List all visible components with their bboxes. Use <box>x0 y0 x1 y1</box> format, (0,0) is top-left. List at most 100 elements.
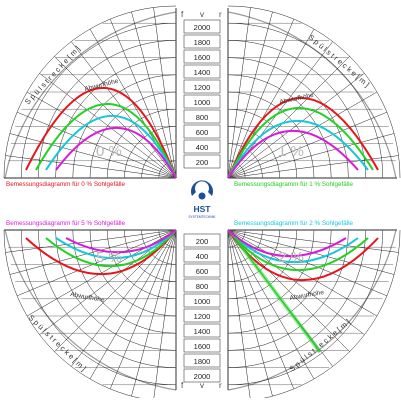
throw-curve-cyan <box>45 114 177 179</box>
grid-radial <box>227 229 251 401</box>
scale-value: 1600 <box>194 53 211 62</box>
grid-radial <box>16 229 177 297</box>
scale-value: 1800 <box>194 38 211 47</box>
grid-radial <box>5 155 177 179</box>
caption-2-percent: Bemessungsdiagramm für 2 % Sohlgefälle <box>234 220 353 227</box>
grid-radial <box>227 133 395 179</box>
grid-radial <box>131 11 177 179</box>
grid-top-right <box>227 5 401 179</box>
percent-label-0: 0 % <box>96 143 122 160</box>
grid-radial <box>71 229 177 367</box>
throw-curve-red <box>25 87 177 179</box>
grid-radial <box>131 229 177 397</box>
scale-cell <box>183 338 221 353</box>
axis-letter-v: v <box>200 10 204 19</box>
throw-curve-red <box>227 97 379 179</box>
scale-cell <box>183 233 221 248</box>
scale-cell <box>183 49 221 64</box>
grid-radial <box>227 7 251 179</box>
scale-cell <box>183 323 221 338</box>
scale-cell <box>183 64 221 79</box>
spuelstrecke-label-bl: S p ü l s t r e c k e [ m ] <box>27 313 88 373</box>
axis-lines <box>4 8 397 390</box>
scale-cell <box>183 19 221 34</box>
scale-value: 1400 <box>194 68 211 77</box>
grid-radial <box>227 229 315 380</box>
scale-value: 1600 <box>194 342 211 351</box>
scale-value: 2000 <box>194 372 211 381</box>
percent-label-1: 1 % <box>278 143 304 160</box>
throw-curve-cyan <box>55 229 177 259</box>
scale-cell <box>183 139 221 154</box>
throw-curve-cyan <box>227 229 359 264</box>
throw-curve-red <box>25 229 177 276</box>
throw-curve-green <box>45 229 177 268</box>
grid-radial <box>9 229 177 275</box>
center-scale-upper: 2000 1800 1600 1400 1200 1000 800 600 400 200 <box>183 19 221 169</box>
grid-radial <box>89 229 177 380</box>
scale-value: 1200 <box>194 312 211 321</box>
grid-radial <box>227 18 295 179</box>
scale-value: 400 <box>196 252 209 261</box>
grid-radial <box>5 229 177 253</box>
scale-value: 800 <box>196 113 209 122</box>
center-scale-lower: 200 400 600 800 1000 1200 1400 1600 1800 2000 <box>183 233 221 383</box>
grid-radial <box>26 91 177 179</box>
logo-dot-icon <box>198 192 206 200</box>
throw-curve-magenta <box>65 229 177 254</box>
scale-cell <box>183 353 221 368</box>
grid-radial <box>16 111 177 179</box>
hst-logo: HST SYSTEMTECHNIK <box>188 180 216 219</box>
grid-radial <box>153 7 177 179</box>
grid-radial <box>54 56 177 179</box>
logo-mark: HST <box>194 204 212 214</box>
scale-value: 200 <box>196 237 209 246</box>
caption-5-percent: Bemessungsdiagramm für 5 % Sohlgefälle <box>6 220 125 227</box>
throw-curve-green <box>227 229 369 271</box>
scale-cell <box>183 293 221 308</box>
scale-value: 2000 <box>194 23 211 32</box>
scale-value: 1000 <box>194 297 211 306</box>
grid-radial <box>227 229 395 275</box>
grid-radial <box>39 73 177 179</box>
grid-bottom-left <box>3 229 177 403</box>
scale-value: 600 <box>196 267 209 276</box>
grid-radial <box>227 229 378 317</box>
grid-radial <box>227 229 365 335</box>
throw-curve-magenta <box>227 130 359 179</box>
logo-subtitle: SYSTEMTECHNIK <box>188 215 216 219</box>
abwurfhoehe-label-bl: Abwurfhöhe <box>70 291 106 304</box>
logo-arc-icon <box>191 180 213 196</box>
throw-curve-green <box>35 103 177 179</box>
scale-cell <box>183 248 221 263</box>
axis-letter-f: f <box>181 10 184 19</box>
scale-cell <box>183 34 221 49</box>
scale-value: 1400 <box>194 327 211 336</box>
grid-radial <box>153 229 177 401</box>
grid-radial <box>227 111 388 179</box>
scale-cell <box>183 263 221 278</box>
grid-radial <box>227 229 273 397</box>
scale-value: 1800 <box>194 357 211 366</box>
grid-radial <box>227 56 350 179</box>
scale-value: 200 <box>196 158 209 167</box>
grid-radial <box>227 73 365 179</box>
throw-curve-magenta <box>227 229 347 258</box>
spuelstrecke-label-tr: S p ü l s t r e c k e [ m ] <box>307 33 372 89</box>
axis-letter-r-bottom: r <box>219 381 222 390</box>
scale-cell <box>183 109 221 124</box>
caption-0-percent: Bemessungsdiagramm für 0 % Sohlgefälle <box>6 181 125 188</box>
scale-value: 800 <box>196 282 209 291</box>
throw-curve-cyan <box>227 119 369 179</box>
throw-curve-magenta <box>55 127 177 179</box>
grid-radial <box>227 229 399 253</box>
percent-label-5: 5 % <box>96 249 122 266</box>
grid-radial <box>9 133 177 179</box>
percent-label-2: 2 % <box>278 249 304 266</box>
grid-radial <box>227 229 388 297</box>
grid-radial <box>227 11 273 179</box>
scale-cell <box>183 278 221 293</box>
grid-radial <box>227 229 295 390</box>
grid-radial <box>71 41 177 179</box>
